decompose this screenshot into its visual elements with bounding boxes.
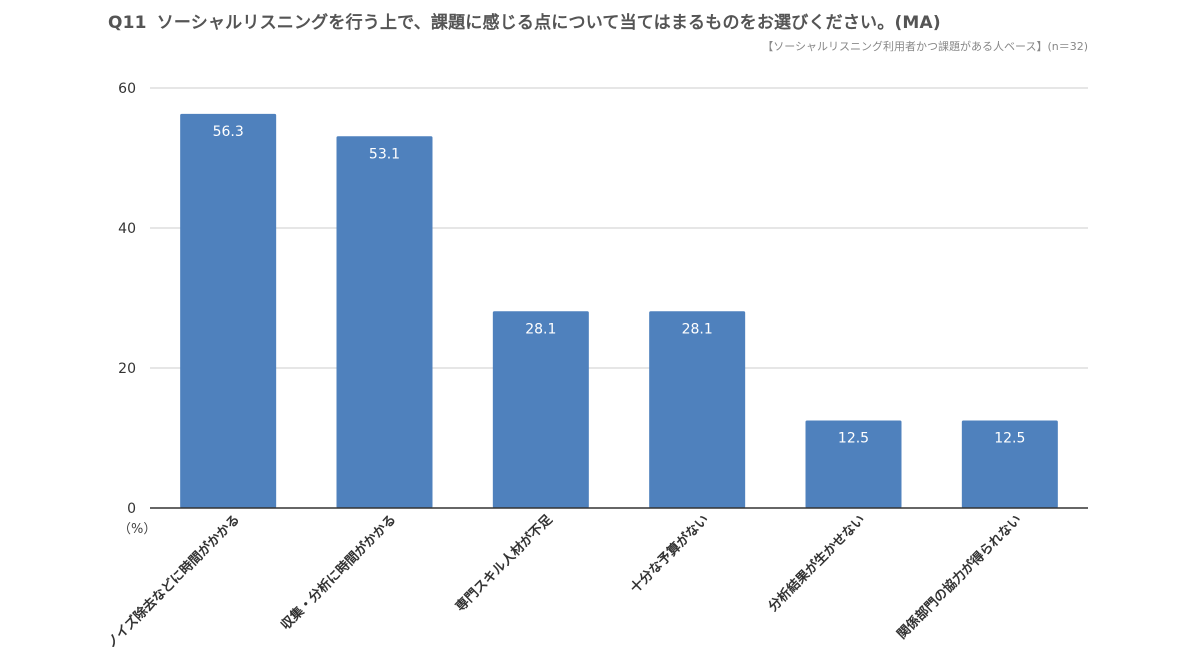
question-number: Q11 [108, 13, 147, 33]
data-label: 53.1 [369, 146, 400, 162]
bar [961, 420, 1058, 508]
bar [180, 113, 277, 509]
category-label: 十分な予算がない [627, 512, 712, 597]
category-label: 関係部門の協力が得られない [894, 512, 1025, 643]
data-label: 12.5 [994, 431, 1025, 447]
y-tick-label: 60 [118, 81, 136, 97]
y-tick-label: 0 [127, 501, 136, 517]
bar [649, 311, 746, 508]
category-label: ノイズ除去などに時間がかかる [103, 512, 243, 652]
chart-title: Q11 ソーシャルリスニングを行う上で、課題に感じる点について当てはまるものをお選… [108, 8, 941, 33]
chart-subtitle: 【ソーシャルリスニング利用者かつ課題がある人ベース】(n＝32) [762, 40, 1088, 53]
data-label: 28.1 [682, 321, 713, 337]
question-text: ソーシャルリスニングを行う上で、課題に感じる点について当てはまるものをお選びくだ… [156, 13, 941, 33]
y-tick-label: 20 [118, 361, 136, 377]
data-label: 28.1 [525, 321, 556, 337]
bar [336, 136, 433, 509]
bar [492, 311, 589, 508]
bar [805, 420, 902, 508]
y-tick-label: 40 [118, 221, 136, 237]
category-label: 収集・分析に時間がかかる [278, 512, 400, 634]
data-label: 56.3 [213, 124, 244, 140]
category-label: 分析結果が生かせない [765, 512, 868, 615]
data-label: 12.5 [838, 431, 869, 447]
category-label: 専門スキル人材が不足 [452, 511, 556, 615]
unit-label: （%） [118, 522, 157, 537]
